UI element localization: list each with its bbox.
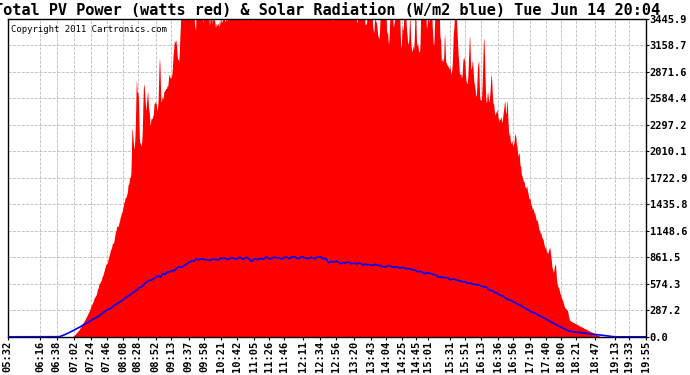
Title: Total PV Power (watts red) & Solar Radiation (W/m2 blue) Tue Jun 14 20:04: Total PV Power (watts red) & Solar Radia… xyxy=(0,3,660,18)
Text: Copyright 2011 Cartronics.com: Copyright 2011 Cartronics.com xyxy=(11,25,167,34)
